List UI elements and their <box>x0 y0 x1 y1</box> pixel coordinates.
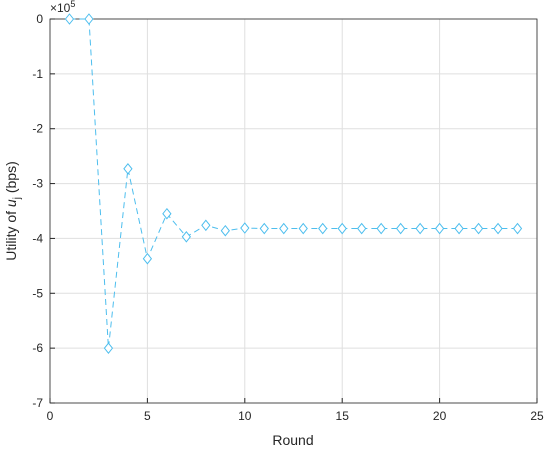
y-tick-label: -6 <box>32 341 43 355</box>
y-tick-label: -2 <box>32 122 43 136</box>
data-marker <box>357 222 367 235</box>
y-tick-label: -4 <box>32 231 43 245</box>
data-marker <box>493 222 503 235</box>
x-tick-label: 5 <box>144 409 151 423</box>
data-marker <box>181 230 192 243</box>
x-tick-label: 10 <box>238 409 252 423</box>
data-marker <box>512 222 523 235</box>
data-marker <box>454 222 464 235</box>
plot-frame <box>49 18 538 404</box>
y-tick-label: 0 <box>36 12 43 26</box>
y-tick-label: -3 <box>32 177 43 191</box>
data-marker <box>123 162 133 175</box>
y-label-text: Utility of <box>3 207 19 261</box>
data-marker <box>64 13 75 25</box>
plot-area <box>50 19 537 403</box>
data-marker <box>395 222 406 235</box>
y-label-unit: (bps) <box>3 161 19 197</box>
data-marker <box>473 222 484 235</box>
data-marker <box>162 207 172 220</box>
y-axis-label: Utility of uj (bps) <box>3 161 23 261</box>
data-marker <box>434 222 445 235</box>
y-tick-label: -5 <box>32 286 43 300</box>
data-marker <box>376 222 386 235</box>
data-marker <box>259 222 269 235</box>
y-multiplier: ×105 <box>50 0 75 15</box>
y-tick-label: -1 <box>32 67 43 81</box>
data-marker <box>240 222 250 234</box>
data-marker <box>298 222 308 235</box>
x-tick-label: 0 <box>47 409 54 423</box>
x-tick-label: 25 <box>530 409 544 423</box>
x-axis-label: Round <box>272 432 313 448</box>
data-marker <box>142 252 153 265</box>
data-marker <box>318 222 328 235</box>
x-tick-label: 15 <box>336 409 350 423</box>
data-marker <box>415 222 425 235</box>
data-marker <box>103 342 114 354</box>
data-marker <box>201 219 211 232</box>
data-marker <box>337 222 347 235</box>
x-tick-label: 20 <box>433 409 447 423</box>
data-marker <box>220 224 230 237</box>
y-tick-label: -7 <box>32 396 43 410</box>
y-label-sub: j <box>12 197 23 200</box>
y-label-var: u <box>3 199 19 207</box>
data-marker <box>279 222 289 235</box>
y-multiplier-exp: 5 <box>70 0 75 9</box>
y-multiplier-base: ×10 <box>50 1 71 15</box>
data-marker <box>84 13 94 25</box>
